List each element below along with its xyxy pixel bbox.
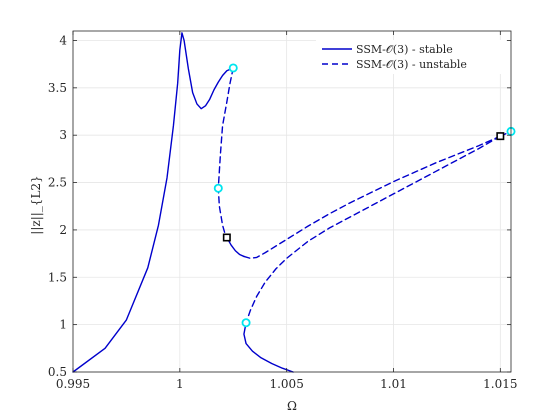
y-tick-label: 1.5 (48, 270, 67, 284)
legend-entry-unstable: SSM-𝒪(3) - unstable (356, 58, 467, 71)
plot-lines (72, 32, 512, 373)
cyan-marker (213, 183, 223, 193)
y-tick-label: 2 (59, 223, 67, 237)
black-marker (222, 233, 231, 242)
legend: SSM-𝒪(3) - stable SSM-𝒪(3) - unstable (316, 40, 506, 74)
legend-entry-stable: SSM-𝒪(3) - stable (356, 43, 453, 56)
y-tick-label: 2.5 (48, 176, 67, 190)
legend-box (316, 40, 506, 74)
y-tick-label: 4 (59, 33, 67, 47)
y-tick-label: 3 (59, 128, 67, 142)
stable-branch-5 (243, 322, 294, 373)
axes-box (72, 30, 512, 373)
unstable-branch-4 (245, 135, 502, 324)
y-tick-label: 3.5 (48, 81, 67, 95)
x-tick-label: 1.01 (380, 377, 407, 391)
unstable-branch-1 (217, 67, 234, 239)
cyan-marker (228, 63, 238, 73)
stable-branch-2 (226, 236, 245, 258)
y-axis-label: ||z||_{L2} (29, 175, 43, 234)
x-ticks: 0.995 1 1.005 1.01 1.015 (56, 31, 517, 391)
y-tick-label: 1 (59, 318, 67, 332)
y-ticks: 0.5 1 1.5 2 2.5 3 3.5 4 (48, 33, 511, 379)
grid (72, 31, 511, 373)
y-tick-label: 0.5 (48, 365, 67, 379)
cyan-marker (241, 318, 251, 328)
black-marker (496, 132, 505, 141)
plot-markers (213, 63, 516, 328)
stable-branch-0 (72, 32, 234, 373)
x-tick-label: 0.995 (56, 377, 90, 391)
x-tick-label: 1.005 (269, 377, 303, 391)
x-axis-label: Ω (287, 399, 297, 413)
x-tick-label: 1 (176, 377, 184, 391)
unstable-branch-3 (243, 135, 502, 260)
x-tick-label: 1.015 (483, 377, 517, 391)
